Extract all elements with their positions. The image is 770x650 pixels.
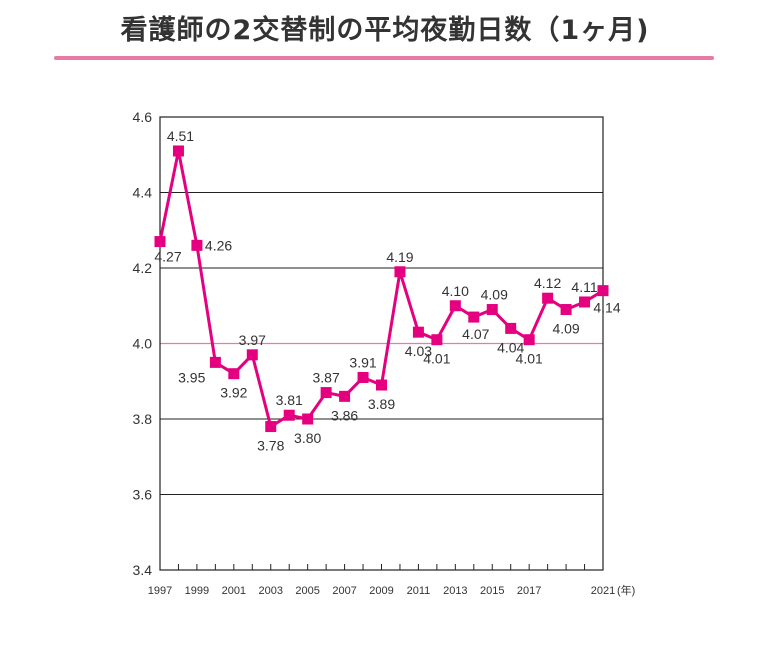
data-point-marker xyxy=(468,311,480,323)
data-point-marker xyxy=(357,371,369,383)
data-point-marker xyxy=(523,334,535,346)
data-point-marker xyxy=(339,390,351,402)
data-point-marker xyxy=(302,413,314,425)
y-tick-label: 4.4 xyxy=(133,185,153,201)
x-tick-label: 2017 xyxy=(517,585,541,597)
data-point-marker xyxy=(505,322,517,334)
x-tick-label: 1999 xyxy=(185,585,209,597)
data-label: 3.91 xyxy=(349,354,376,370)
axis-labels: 3.4 3.6 3.8 4.0 4.2 4.4 4.6 1997 1999 2001 2003 200… xyxy=(133,109,636,597)
data-point-marker xyxy=(283,409,295,421)
data-point-marker xyxy=(320,387,332,399)
x-tick-label: 2011 xyxy=(407,585,431,597)
data-point-marker xyxy=(172,145,184,157)
data-labels: 4.27 4.51 4.26 3.95 3.92 3.97 3.78 3.81 3.80 3.87… xyxy=(154,128,620,454)
x-tick-label: 2021 xyxy=(591,585,615,597)
data-point-marker xyxy=(449,300,461,312)
data-label: 3.80 xyxy=(294,430,321,446)
data-label: 4.01 xyxy=(516,351,543,367)
data-label: 4.14 xyxy=(593,300,620,316)
data-point-marker xyxy=(209,356,221,368)
data-point-marker xyxy=(154,236,166,248)
x-unit-label: (年) xyxy=(617,583,635,597)
data-label: 4.09 xyxy=(481,287,508,303)
data-label: 4.11 xyxy=(571,279,597,295)
data-point-marker xyxy=(191,239,203,251)
data-label: 4.19 xyxy=(386,249,413,265)
x-tick-label: 1997 xyxy=(148,585,172,597)
data-point-marker xyxy=(265,421,277,433)
data-label: 4.04 xyxy=(497,339,524,355)
data-label: 3.78 xyxy=(257,438,284,454)
data-label: 4.51 xyxy=(167,128,194,144)
data-point-marker xyxy=(560,304,572,316)
data-point-marker xyxy=(394,266,406,278)
y-tick-label: 3.4 xyxy=(133,562,153,578)
y-tick-label: 4.2 xyxy=(133,260,153,276)
x-tick-label: 2005 xyxy=(295,585,319,597)
data-label: 4.10 xyxy=(442,283,469,299)
data-label: 4.12 xyxy=(534,275,561,291)
data-point-marker xyxy=(246,349,258,361)
y-tick-label: 4.0 xyxy=(133,336,153,352)
data-point-marker xyxy=(431,334,443,346)
data-label: 3.89 xyxy=(368,396,395,412)
grid-lines xyxy=(159,116,604,571)
data-label: 3.86 xyxy=(331,407,358,423)
data-label: 3.81 xyxy=(276,392,303,408)
page-title: 看護師の2交替制の平均夜勤日数（1ヶ月) xyxy=(120,15,650,46)
data-point-marker xyxy=(412,326,424,338)
title-underline xyxy=(54,56,714,60)
x-tick-label: 2013 xyxy=(443,585,467,597)
x-tick-label: 2003 xyxy=(259,585,283,597)
data-point-marker xyxy=(228,368,240,380)
y-tick-label: 3.6 xyxy=(133,487,153,503)
data-label: 4.09 xyxy=(552,321,579,337)
x-tick-label: 2007 xyxy=(332,585,356,597)
data-point-marker xyxy=(597,285,609,297)
data-label: 3.92 xyxy=(220,385,247,401)
data-label: 4.01 xyxy=(423,351,450,367)
data-point-marker xyxy=(542,292,554,304)
x-tick-label: 2015 xyxy=(480,585,504,597)
y-tick-label: 3.8 xyxy=(133,411,153,427)
y-tick-label: 4.6 xyxy=(133,109,153,125)
data-point-marker xyxy=(376,379,387,391)
data-point-marker xyxy=(486,304,498,316)
data-label: 4.26 xyxy=(205,237,232,253)
data-label: 4.03 xyxy=(405,343,432,359)
data-label: 3.97 xyxy=(239,332,266,348)
data-label: 3.87 xyxy=(313,370,340,386)
x-tick-label: 2009 xyxy=(369,585,393,597)
data-label: 3.95 xyxy=(178,369,205,385)
data-point-marker xyxy=(579,296,591,308)
data-label: 4.27 xyxy=(154,249,181,265)
series-markers xyxy=(154,145,609,433)
data-label: 4.07 xyxy=(462,326,489,342)
x-tick-label: 2001 xyxy=(222,585,246,597)
